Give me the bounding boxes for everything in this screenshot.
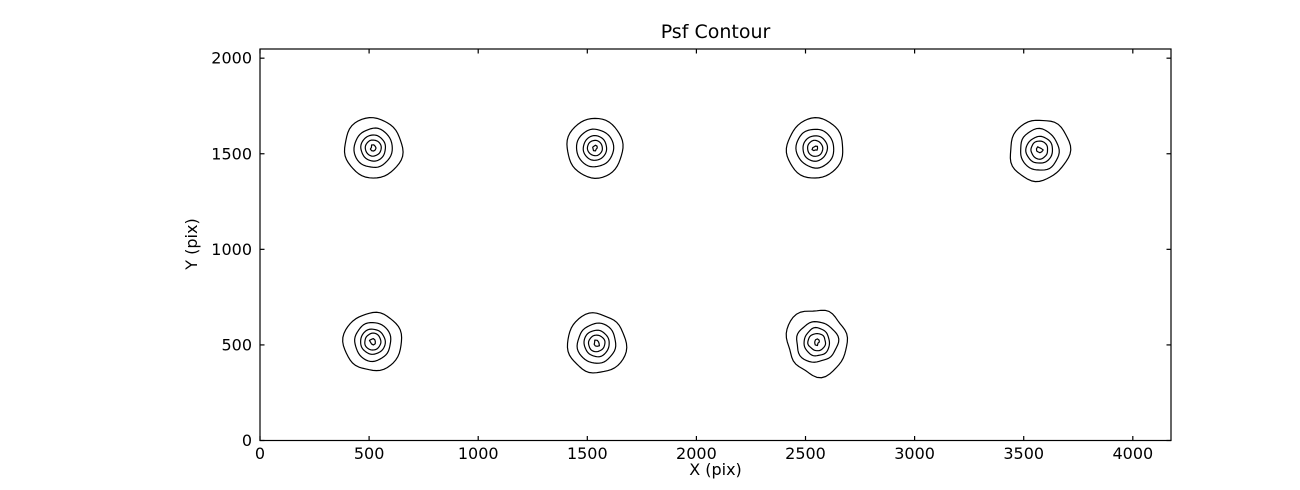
x-tick-label: 500 bbox=[354, 444, 385, 463]
contour-ring bbox=[587, 334, 606, 353]
plot-frame bbox=[259, 48, 1172, 442]
contour-ring bbox=[576, 322, 617, 364]
contour-ring bbox=[807, 333, 827, 352]
y-tick-label: 2000 bbox=[211, 49, 252, 68]
psf-source bbox=[1009, 119, 1072, 183]
contour-ring bbox=[368, 338, 376, 346]
axis-tick-labels: 0 500 1000 1500 2000 2500 3000 3500 4000 0 500 1000… bbox=[211, 49, 1153, 463]
contour-ring bbox=[566, 312, 628, 374]
contour-ring bbox=[1030, 140, 1049, 160]
contour-ring bbox=[364, 139, 382, 157]
contour-ring bbox=[369, 144, 377, 152]
psf-source bbox=[343, 117, 404, 179]
contour-ring bbox=[586, 139, 603, 157]
x-tick-label: 0 bbox=[255, 444, 265, 463]
psf-source bbox=[566, 312, 628, 374]
x-tick-label: 1500 bbox=[567, 444, 608, 463]
contour-ring bbox=[795, 128, 835, 169]
contour-ring bbox=[802, 135, 829, 162]
contour-ring bbox=[342, 311, 403, 372]
contour-ring bbox=[592, 144, 598, 152]
contour-ring bbox=[814, 338, 820, 347]
contour-ring bbox=[566, 117, 624, 179]
contour-ring bbox=[1020, 127, 1060, 171]
contour-ring bbox=[811, 145, 819, 152]
contour-ring bbox=[582, 134, 608, 161]
y-tick-label: 1000 bbox=[211, 240, 252, 259]
contour-ring bbox=[360, 134, 387, 162]
contour-lines bbox=[342, 117, 1072, 379]
contour-ring bbox=[1009, 119, 1072, 183]
psf-source bbox=[785, 117, 844, 179]
chart-title: Psf Contour bbox=[661, 21, 771, 43]
contour-ring bbox=[360, 328, 386, 355]
x-tick-label: 3000 bbox=[894, 444, 935, 463]
contour-ring bbox=[575, 128, 615, 168]
contour-ring bbox=[1035, 146, 1044, 154]
x-tick-label: 2000 bbox=[676, 444, 717, 463]
y-tick-label: 1500 bbox=[211, 144, 252, 163]
axis-ticks bbox=[259, 49, 1171, 442]
contour-ring bbox=[803, 326, 831, 357]
contour-ring bbox=[1025, 135, 1054, 164]
axes-frame bbox=[259, 48, 1172, 442]
contour-ring bbox=[364, 332, 382, 351]
psf-source bbox=[785, 309, 849, 379]
contour-ring bbox=[796, 321, 840, 363]
x-tick-label: 3500 bbox=[1003, 444, 1044, 463]
x-tick-label: 1000 bbox=[458, 444, 499, 463]
y-tick-label: 0 bbox=[242, 431, 252, 450]
x-tick-label: 4000 bbox=[1112, 444, 1153, 463]
contour-ring bbox=[353, 127, 393, 169]
y-tick-label: 500 bbox=[221, 335, 252, 354]
contour-ring bbox=[354, 322, 392, 363]
contour-ring bbox=[785, 117, 844, 179]
contour-ring bbox=[583, 329, 610, 358]
psf-source bbox=[342, 311, 403, 372]
contour-ring bbox=[785, 309, 849, 379]
x-tick-label: 2500 bbox=[785, 444, 826, 463]
y-axis-label: Y (pix) bbox=[182, 218, 201, 270]
contour-ring bbox=[593, 339, 600, 347]
x-axis-label: X (pix) bbox=[689, 460, 742, 479]
psf-source bbox=[566, 117, 624, 179]
contour-ring bbox=[807, 139, 824, 157]
contour-ring bbox=[343, 117, 404, 179]
